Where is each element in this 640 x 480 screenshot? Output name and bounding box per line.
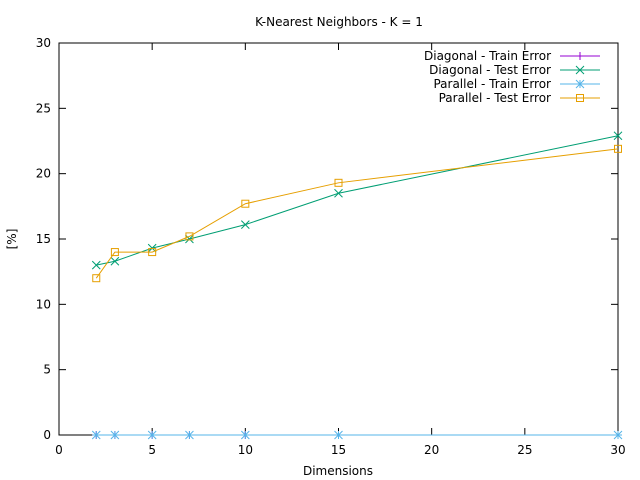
legend-label: Diagonal - Train Error [424, 49, 551, 63]
y-tick-label: 25 [36, 101, 51, 115]
legend-label: Diagonal - Test Error [429, 63, 551, 77]
y-axis: 0 5 10 15 20 25 30 [36, 36, 618, 442]
x-tick-label: 10 [238, 443, 253, 457]
x-tick-label: 30 [610, 443, 625, 457]
data-point [334, 430, 343, 440]
x-tick-label: 20 [424, 443, 439, 457]
x-axis: 0 5 10 15 20 25 30 [55, 43, 626, 457]
legend-marker [575, 79, 585, 89]
series-line [95, 148, 619, 279]
data-point [240, 220, 250, 229]
data-point [91, 260, 101, 270]
data-point [110, 430, 120, 440]
data-point [185, 232, 194, 241]
legend-label: Parallel - Test Error [439, 91, 551, 105]
series-3 [91, 430, 623, 440]
y-tick-label: 30 [36, 36, 51, 50]
y-tick-label: 5 [43, 363, 51, 377]
x-tick-label: 5 [148, 443, 156, 457]
data-point [334, 188, 343, 198]
y-tick-label: 0 [43, 428, 51, 442]
data-point [110, 248, 119, 257]
legend-label: Parallel - Train Error [433, 77, 551, 91]
y-tick-label: 10 [36, 297, 51, 311]
series-line [96, 135, 619, 266]
data-point [92, 274, 101, 283]
data-point [240, 430, 250, 440]
data-point [614, 144, 622, 153]
data-point [110, 256, 120, 266]
x-tick-label: 0 [55, 443, 63, 457]
plot-series [91, 131, 623, 440]
y-axis-label: [%] [5, 229, 19, 250]
x-tick-label: 15 [331, 443, 346, 457]
y-tick-label: 20 [36, 167, 51, 181]
chart-title: K-Nearest Neighbors - K = 1 [255, 15, 423, 29]
data-point [91, 430, 101, 440]
y-tick-label: 15 [36, 232, 51, 246]
data-point [334, 178, 343, 187]
data-point [185, 430, 194, 440]
data-point [613, 131, 623, 141]
data-point [241, 199, 250, 208]
legend-marker [576, 52, 584, 60]
data-point [147, 430, 157, 440]
x-tick-label: 25 [517, 443, 532, 457]
data-point [148, 248, 157, 257]
legend-marker [576, 94, 584, 102]
x-axis-label: Dimensions [303, 464, 373, 478]
series-2 [91, 131, 623, 270]
data-point [613, 430, 623, 440]
data-point [185, 234, 194, 244]
legend-marker [575, 65, 585, 75]
series-4 [92, 144, 622, 283]
